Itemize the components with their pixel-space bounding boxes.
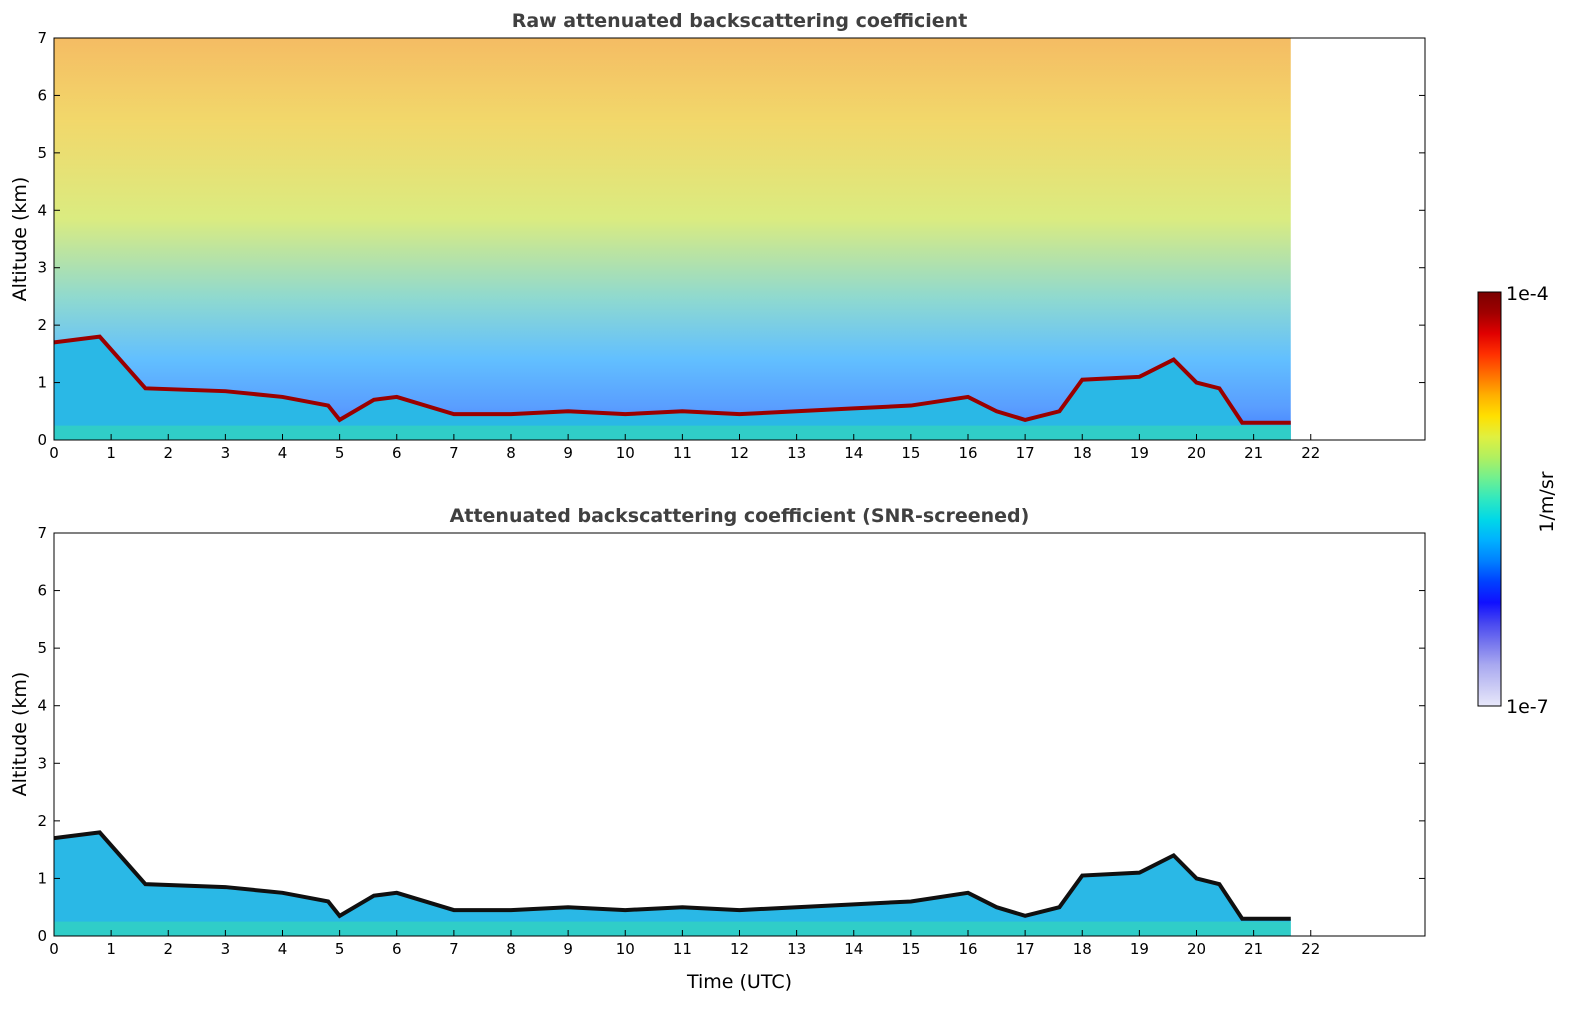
colorbar: 1e-4 1e-7 1/m/sr	[1477, 283, 1558, 718]
x-axis-label: Time (UTC)	[686, 971, 792, 993]
colorbar-units-label: 1/m/sr	[1536, 471, 1558, 532]
x-tick-label: 22	[1301, 940, 1320, 958]
x-tick-label: 21	[1244, 940, 1263, 958]
x-tick-label: 12	[730, 940, 749, 958]
x-tick-label: 1	[106, 444, 116, 462]
x-tick-label: 1	[106, 940, 116, 958]
x-tick-label: 0	[49, 444, 59, 462]
x-tick-label: 13	[787, 940, 806, 958]
x-tick-label: 9	[563, 940, 573, 958]
y-tick-label: 3	[37, 754, 47, 772]
y-tick-label: 5	[37, 144, 47, 162]
heatmap-field	[54, 830, 1291, 936]
y-tick-label: 3	[37, 259, 47, 277]
x-tick-label: 18	[1073, 940, 1092, 958]
plot-frame	[53, 532, 1426, 937]
colorbar-gradient	[1477, 291, 1502, 707]
y-tick-label: 1	[37, 869, 47, 887]
x-tick-label: 7	[449, 444, 459, 462]
x-tick-label: 22	[1301, 444, 1320, 462]
x-tick-label: 3	[221, 940, 231, 958]
x-tick-label: 10	[616, 444, 635, 462]
bottom-y-axis-label: Altitude (km)	[9, 672, 31, 797]
x-tick-label: 18	[1073, 444, 1092, 462]
surface-layer	[54, 425, 1291, 440]
top-panel-title: Raw attenuated backscattering coefficien…	[512, 10, 968, 32]
boundary-layer	[54, 336, 1291, 440]
x-tick-label: 16	[958, 940, 977, 958]
x-tick-label: 17	[1016, 444, 1035, 462]
snr-screened-backscatter-panel: 0 1 2 3 4 5 6 7 8 9 10 11 12 13 14 15 16 17 18 19 20 21 220123…	[37, 524, 1426, 958]
x-tick-label: 16	[958, 444, 977, 462]
y-tick-label: 5	[37, 639, 47, 657]
x-tick-label: 10	[616, 940, 635, 958]
x-tick-label: 8	[506, 444, 516, 462]
layer-top-line	[54, 830, 1291, 921]
raw-backscatter-panel: 0 1 2 3 4 5 6 7 8 9 10 11 12 13 14 15 16 17 18 19 20 21 220123…	[37, 29, 1426, 462]
surface-layer	[54, 921, 1291, 936]
x-tick-label: 17	[1016, 940, 1035, 958]
boundary-layer	[54, 832, 1291, 936]
x-tick-label: 20	[1187, 444, 1206, 462]
x-tick-label: 15	[901, 444, 920, 462]
x-tick-label: 11	[673, 444, 692, 462]
y-tick-label: 6	[37, 582, 47, 600]
y-tick-label: 2	[37, 316, 47, 334]
x-tick-label: 20	[1187, 940, 1206, 958]
colorbar-min-label: 1e-7	[1506, 696, 1549, 718]
y-tick-label: 4	[37, 201, 47, 219]
x-tick-label: 14	[844, 444, 863, 462]
x-tick-label: 4	[278, 444, 288, 462]
y-tick-label: 4	[37, 697, 47, 715]
x-tick-label: 7	[449, 940, 459, 958]
x-tick-label: 11	[673, 940, 692, 958]
x-tick-label: 6	[392, 444, 402, 462]
x-tick-label: 15	[901, 940, 920, 958]
x-tick-label: 5	[335, 940, 345, 958]
y-tick-label: 0	[37, 431, 47, 449]
x-tick-label: 6	[392, 940, 402, 958]
x-tick-label: 9	[563, 444, 573, 462]
x-tick-label: 8	[506, 940, 516, 958]
top-y-axis-label: Altitude (km)	[9, 177, 31, 302]
bottom-panel-title: Attenuated backscattering coefficient (S…	[450, 505, 1030, 527]
y-tick-label: 7	[37, 524, 47, 542]
y-tick-label: 6	[37, 86, 47, 104]
x-tick-label: 2	[163, 940, 173, 958]
x-tick-label: 3	[221, 444, 231, 462]
colorbar-max-label: 1e-4	[1506, 283, 1549, 305]
x-tick-label: 19	[1130, 444, 1149, 462]
x-tick-label: 19	[1130, 940, 1149, 958]
y-tick-label: 1	[37, 374, 47, 392]
layer-top-line	[54, 334, 1291, 425]
heatmap-field	[54, 38, 1291, 440]
x-tick-label: 2	[163, 444, 173, 462]
y-tick-label: 0	[37, 927, 47, 945]
y-tick-label: 2	[37, 812, 47, 830]
x-tick-label: 4	[278, 940, 288, 958]
x-tick-label: 13	[787, 444, 806, 462]
noise-background	[54, 38, 1291, 440]
x-tick-label: 0	[49, 940, 59, 958]
x-tick-label: 5	[335, 444, 345, 462]
y-tick-label: 7	[37, 29, 47, 47]
x-tick-label: 12	[730, 444, 749, 462]
x-tick-label: 14	[844, 940, 863, 958]
x-tick-label: 21	[1244, 444, 1263, 462]
